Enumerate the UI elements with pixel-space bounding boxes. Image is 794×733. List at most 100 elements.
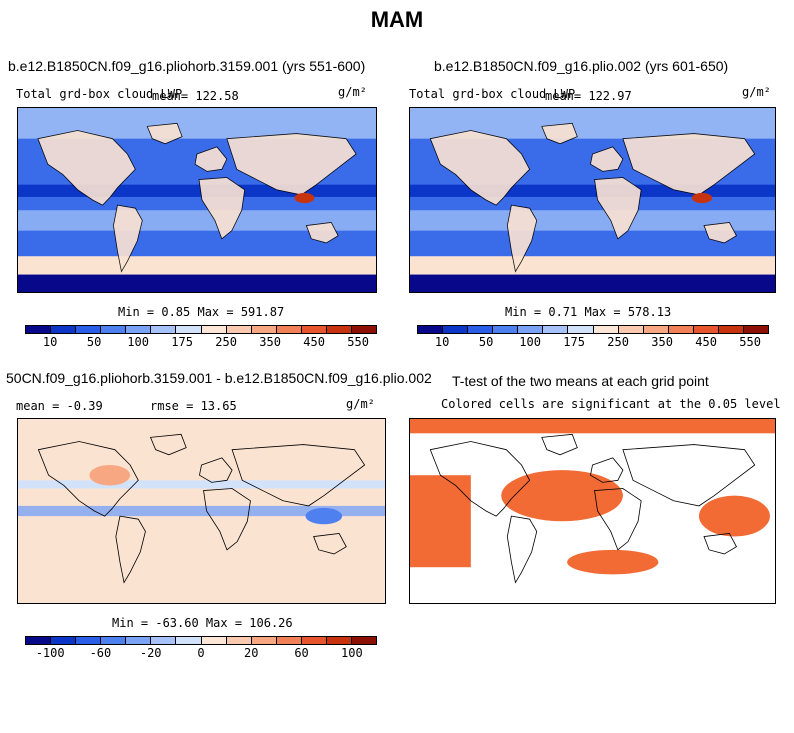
panel-3-units: g/m² [346, 397, 375, 411]
map-canvas [18, 419, 385, 603]
colorbar-swatch [593, 326, 619, 333]
colorbar-tick-label: 450 [303, 335, 325, 349]
colorbar-swatch [493, 326, 519, 333]
continent-outline [703, 533, 738, 555]
continent-outline [194, 146, 228, 172]
subtropical-band [18, 210, 376, 231]
colorbar-tick-label: 0 [197, 646, 205, 660]
colorbar-tick-label: 100 [341, 646, 363, 660]
colorbar-swatch [176, 326, 202, 333]
figure-title: MAM [370, 7, 424, 32]
colorbar-swatch [201, 326, 227, 333]
continent-outline [590, 146, 624, 172]
panel-1-colorbar [25, 325, 377, 334]
colorbar-swatch [276, 637, 302, 644]
panel-2-title: b.e12.B1850CN.f09_g16.plio.002 (yrs 601-… [434, 58, 729, 74]
panel-3-colorbar [25, 636, 377, 645]
colorbar-tick-label: 10 [434, 335, 450, 349]
colorbar-swatch [226, 637, 252, 644]
colorbar-tick-label: 550 [739, 335, 761, 349]
continent-outline [429, 441, 531, 517]
continent-outline [115, 515, 146, 584]
colorbar-tick-label: 50 [86, 335, 102, 349]
antarctic-band [410, 274, 775, 292]
colorbar-tick-label: 250 [607, 335, 629, 349]
colorbar-swatch [251, 326, 277, 333]
significant-region-east [698, 495, 770, 537]
panel-1-title: b.e12.B1850CN.f09_g16.pliohorb.3159.001 … [8, 58, 366, 74]
panel-3-minmax: Min = -63.60 Max = 106.26 [112, 616, 293, 630]
significant-region-south [567, 549, 659, 575]
colorbar-swatch [418, 326, 444, 333]
continent-outline [199, 457, 233, 483]
colorbar-tick-label: 350 [651, 335, 673, 349]
panel-2-units: g/m² [742, 85, 771, 99]
colorbar-swatch [101, 637, 127, 644]
colorbar-swatch [301, 637, 327, 644]
continent-outline [146, 122, 183, 145]
colorbar-tick-label: -100 [35, 646, 65, 660]
continent-outline [622, 133, 756, 196]
continent-outline [506, 204, 538, 273]
colorbar-swatch [251, 637, 277, 644]
colorbar-swatch [276, 326, 302, 333]
continent-outline [313, 533, 347, 555]
itcz-band [410, 184, 775, 197]
continent-outline [231, 444, 366, 507]
colorbar-swatch [352, 326, 377, 333]
colorbar-tick-label: 350 [259, 335, 281, 349]
significant-region-west [410, 475, 471, 568]
significant-region-north [410, 419, 775, 434]
continent-outline [590, 457, 624, 483]
panel-3-mean: mean = -0.39 [16, 399, 103, 413]
colorbar-swatch [126, 326, 152, 333]
colorbar-swatch [326, 326, 353, 333]
colorbar-tick-label: 450 [695, 335, 717, 349]
colorbar-swatch [718, 326, 745, 333]
continent-outline [541, 122, 578, 145]
colorbar-swatch [468, 326, 494, 333]
southern-ocean-band [18, 256, 376, 275]
panel-3-rmse: rmse = 13.65 [150, 399, 237, 413]
panel-2-mean: mean= 122.97 [545, 89, 632, 103]
colorbar-swatch [76, 637, 102, 644]
panel-1-variable: Total grd-box cloud LWP [16, 87, 183, 101]
panel-4-subtitle: Colored cells are significant at the 0.0… [441, 397, 781, 411]
panel-2-variable: Total grd-box cloud LWP [409, 87, 576, 101]
continent-outline [541, 433, 578, 456]
colorbar-swatch [326, 637, 353, 644]
colorbar-swatch [693, 326, 719, 333]
colorbar-tick-label: 60 [294, 646, 309, 660]
continent-outline [703, 222, 738, 244]
continent-outline [198, 177, 246, 240]
continent-outline [622, 444, 756, 507]
colorbar-swatch [201, 637, 227, 644]
continent-outline [594, 177, 642, 240]
panel-1-minmax: Min = 0.85 Max = 591.87 [118, 305, 285, 319]
map-canvas [410, 419, 775, 603]
panel-3-title: 50CN.f09_g16.pliohorb.3159.001 - b.e12.B… [6, 370, 432, 386]
panel-2-map [409, 107, 776, 293]
panel-1-mean: mean= 122.58 [152, 89, 239, 103]
colorbar-swatch [151, 637, 177, 644]
colorbar-swatch [744, 326, 769, 333]
colorbar-tick-label: 175 [563, 335, 585, 349]
colorbar-swatch [618, 326, 644, 333]
colorbar-swatch [543, 326, 569, 333]
map-canvas [18, 108, 376, 292]
panel-4-title: T-test of the two means at each grid poi… [452, 373, 709, 389]
negative-band-north [18, 480, 385, 489]
colorbar-swatch [668, 326, 694, 333]
subtropical-band [410, 210, 775, 231]
colorbar-tick-label: 20 [244, 646, 259, 660]
colorbar-swatch [26, 637, 52, 644]
significant-region-central [501, 470, 623, 522]
panel-1-units: g/m² [338, 85, 367, 99]
continent-outline [37, 130, 136, 206]
colorbar-swatch [301, 326, 327, 333]
colorbar-swatch [76, 326, 102, 333]
colorbar-tick-label: -20 [139, 646, 162, 660]
continent-outline [37, 441, 139, 517]
colorbar-swatch [151, 326, 177, 333]
colorbar-swatch [101, 326, 127, 333]
